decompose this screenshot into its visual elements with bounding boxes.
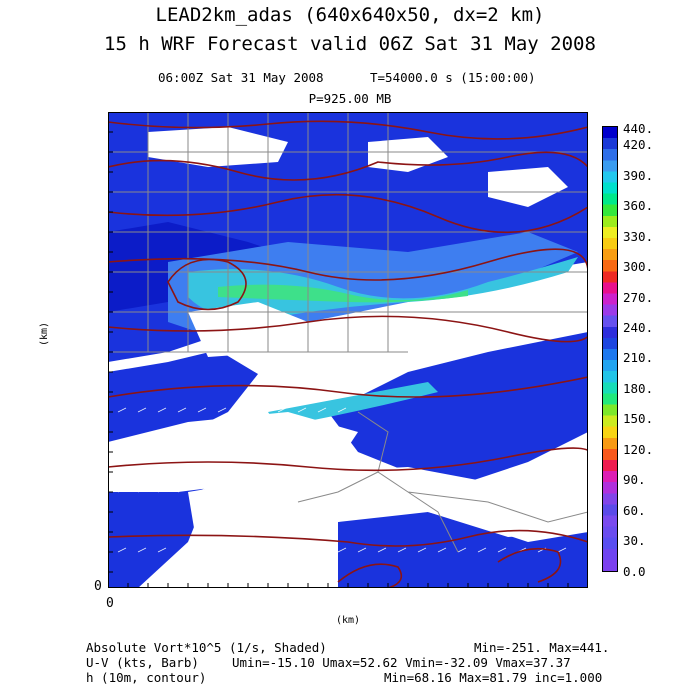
colorbar-tick-label: 30. — [623, 533, 646, 548]
colorbar-tick-label: 270. — [623, 290, 654, 305]
footer-field-name: Absolute Vort*10^5 (1/s, Shaded) — [86, 640, 327, 655]
pressure-level-label: P=925.00 MB — [308, 91, 392, 106]
forecast-time-label: T=54000.0 s (15:00:00) — [370, 70, 536, 85]
wind-barbs — [117, 407, 567, 553]
x-axis-label: (km) — [336, 615, 361, 626]
footer-contour-range: Min=68.16 Max=81.79 inc=1.000 — [384, 670, 603, 685]
colorbar-tick-label: 420. — [623, 137, 654, 152]
colorbar-tick-label: 120. — [623, 442, 654, 457]
colorbar — [602, 126, 618, 572]
plot-title-line2: 15 h WRF Forecast valid 06Z Sat 31 May 2… — [104, 33, 596, 55]
footer-wind-range: Umin=-15.10 Umax=52.62 Vmin=-32.09 Vmax=… — [232, 655, 571, 670]
y-axis-label: (km) — [39, 321, 50, 346]
colorbar-tick-label: 360. — [623, 198, 654, 213]
colorbar-tick-label: 150. — [623, 411, 654, 426]
valid-time-label: 06:00Z Sat 31 May 2008 — [158, 70, 324, 85]
colorbar-tick-label: 300. — [623, 259, 654, 274]
colorbar-tick-label: 180. — [623, 381, 654, 396]
x-axis-origin-label: 0 — [106, 596, 114, 611]
county-boundaries — [108, 112, 588, 553]
colorbar-tick-label: 90. — [623, 472, 646, 487]
plot-title-line1: LEAD2km_adas (640x640x50, dx=2 km) — [155, 4, 545, 26]
colorbar-tick-label: 210. — [623, 350, 654, 365]
footer-contour-name: h (10m, contour) — [86, 670, 207, 685]
colorbar-tick-label: 440. — [623, 121, 654, 136]
colorbar-tick-label: 330. — [623, 229, 654, 244]
axis-ticks — [108, 131, 569, 588]
footer-wind-name: U-V (kts, Barb) — [86, 655, 199, 670]
colorbar-tick-label: 0.0 — [623, 564, 646, 579]
colorbar-tick-label: 240. — [623, 320, 654, 335]
vorticity-map — [108, 112, 588, 588]
footer-field-range: Min=-251. Max=441. — [474, 640, 610, 655]
colorbar-tick-label: 60. — [623, 503, 646, 518]
height-contours — [108, 120, 588, 588]
y-axis-origin-label: 0 — [94, 579, 102, 594]
colorbar-tick-label: 390. — [623, 168, 654, 183]
